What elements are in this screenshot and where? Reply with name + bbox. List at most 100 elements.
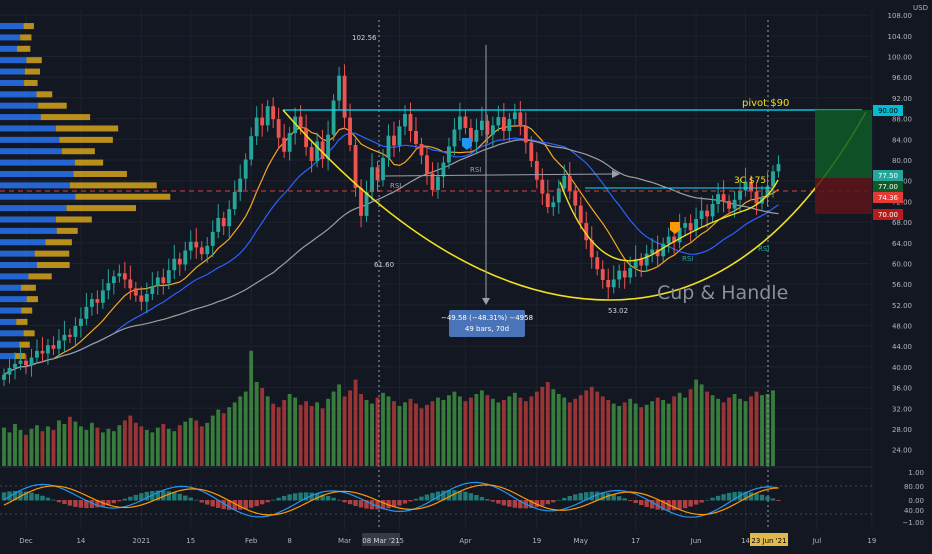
handle-curve[interactable] [559, 179, 779, 262]
candle-body[interactable] [95, 299, 100, 303]
candle-body[interactable] [326, 134, 331, 159]
candle-body[interactable] [24, 360, 28, 366]
candle-body[interactable] [622, 270, 627, 278]
candle-body[interactable] [452, 129, 457, 147]
candle-body[interactable] [67, 334, 72, 337]
candle-body[interactable] [282, 137, 287, 152]
candle-body[interactable] [468, 127, 473, 142]
candle-body[interactable] [100, 290, 105, 303]
candle-body[interactable] [655, 249, 660, 257]
candle-body[interactable] [337, 75, 341, 101]
candle-body[interactable] [628, 268, 633, 278]
candle-body[interactable] [35, 350, 39, 358]
candle-body[interactable] [320, 141, 325, 159]
candle-body[interactable] [315, 141, 320, 162]
candle-body[interactable] [89, 299, 94, 307]
candle-body[interactable] [666, 236, 671, 244]
candle-body[interactable] [441, 162, 446, 177]
candle-body[interactable] [567, 176, 572, 191]
candle-body[interactable] [254, 117, 259, 137]
candle-body[interactable] [304, 128, 309, 148]
candle-body[interactable] [359, 187, 363, 216]
candle-body[interactable] [122, 273, 127, 280]
candle-body[interactable] [633, 259, 638, 269]
candle-body[interactable] [370, 167, 374, 193]
candle-body[interactable] [342, 75, 347, 118]
candle-body[interactable] [771, 171, 775, 187]
candle-body[interactable] [639, 259, 644, 266]
candle-body[interactable] [430, 173, 435, 190]
candle-body[interactable] [578, 205, 583, 224]
candle-body[interactable] [501, 117, 506, 132]
candle-body[interactable] [699, 210, 704, 219]
candle-body[interactable] [672, 236, 677, 243]
cup-curve[interactable] [282, 109, 867, 301]
candle-body[interactable] [589, 240, 594, 258]
candle-body[interactable] [507, 119, 512, 132]
candle-body[interactable] [287, 133, 292, 152]
candle-body[interactable] [249, 136, 254, 160]
candle-body[interactable] [436, 176, 440, 190]
candle-body[interactable] [386, 135, 391, 158]
candle-body[interactable] [57, 340, 61, 349]
candle-body[interactable] [677, 227, 682, 243]
candle-body[interactable] [298, 116, 303, 129]
candle-body[interactable] [276, 119, 281, 138]
candle-body[interactable] [29, 357, 34, 366]
candle-body[interactable] [166, 270, 171, 284]
candle-body[interactable] [749, 181, 753, 192]
candle-body[interactable] [210, 231, 215, 246]
candle-body[interactable] [331, 100, 336, 135]
candle-body[interactable] [425, 155, 429, 174]
candle-body[interactable] [139, 295, 144, 302]
candle-body[interactable] [408, 113, 413, 132]
candle-body[interactable] [606, 280, 611, 288]
candle-body[interactable] [293, 116, 298, 134]
candle-body[interactable] [721, 194, 726, 201]
candle-body[interactable] [754, 191, 759, 204]
candle-body[interactable] [238, 178, 243, 193]
candle-body[interactable] [46, 345, 50, 354]
candle-body[interactable] [271, 106, 276, 120]
candle-body[interactable] [479, 120, 484, 130]
candle-body[interactable] [540, 179, 545, 194]
candle-body[interactable] [556, 188, 561, 203]
candle-body[interactable] [545, 193, 550, 208]
candle-body[interactable] [243, 159, 248, 179]
candle-body[interactable] [716, 194, 721, 204]
candle-body[interactable] [644, 253, 649, 266]
candle-body[interactable] [51, 345, 56, 349]
candle-body[interactable] [232, 192, 237, 210]
candle-body[interactable] [161, 277, 166, 284]
candle-body[interactable] [7, 367, 12, 375]
price-axis[interactable]: 108.00 104.00 100.00 96.00 92.00 88.00 84.00 80… [888, 12, 913, 454]
candle-body[interactable] [600, 269, 605, 280]
reward-box[interactable] [815, 110, 872, 178]
candle-body[interactable] [419, 143, 424, 156]
candle-body[interactable] [177, 258, 182, 265]
candle-body[interactable] [403, 113, 407, 127]
candle-body[interactable] [392, 135, 396, 146]
candle-body[interactable] [73, 326, 78, 337]
candle-body[interactable] [518, 112, 523, 127]
candle-body[interactable] [650, 249, 655, 254]
candlesticks[interactable] [2, 64, 781, 387]
candle-body[interactable] [584, 223, 589, 241]
time-axis[interactable]: Dec14202115Feb8Mar15Apr19May17Jun14Jul19 [19, 537, 876, 545]
candle-body[interactable] [133, 288, 138, 296]
candle-body[interactable] [117, 273, 122, 277]
candle-body[interactable] [18, 360, 23, 364]
candle-body[interactable] [562, 176, 567, 189]
candle-body[interactable] [512, 112, 517, 120]
candle-body[interactable] [172, 258, 177, 271]
candle-body[interactable] [490, 125, 495, 135]
candle-body[interactable] [414, 131, 418, 144]
marker-flag-orange-icon[interactable] [670, 222, 680, 234]
candle-body[interactable] [551, 202, 556, 208]
candle-body[interactable] [738, 190, 742, 200]
candle-body[interactable] [84, 306, 89, 319]
candle-body[interactable] [216, 217, 221, 232]
candle-body[interactable] [150, 286, 155, 294]
